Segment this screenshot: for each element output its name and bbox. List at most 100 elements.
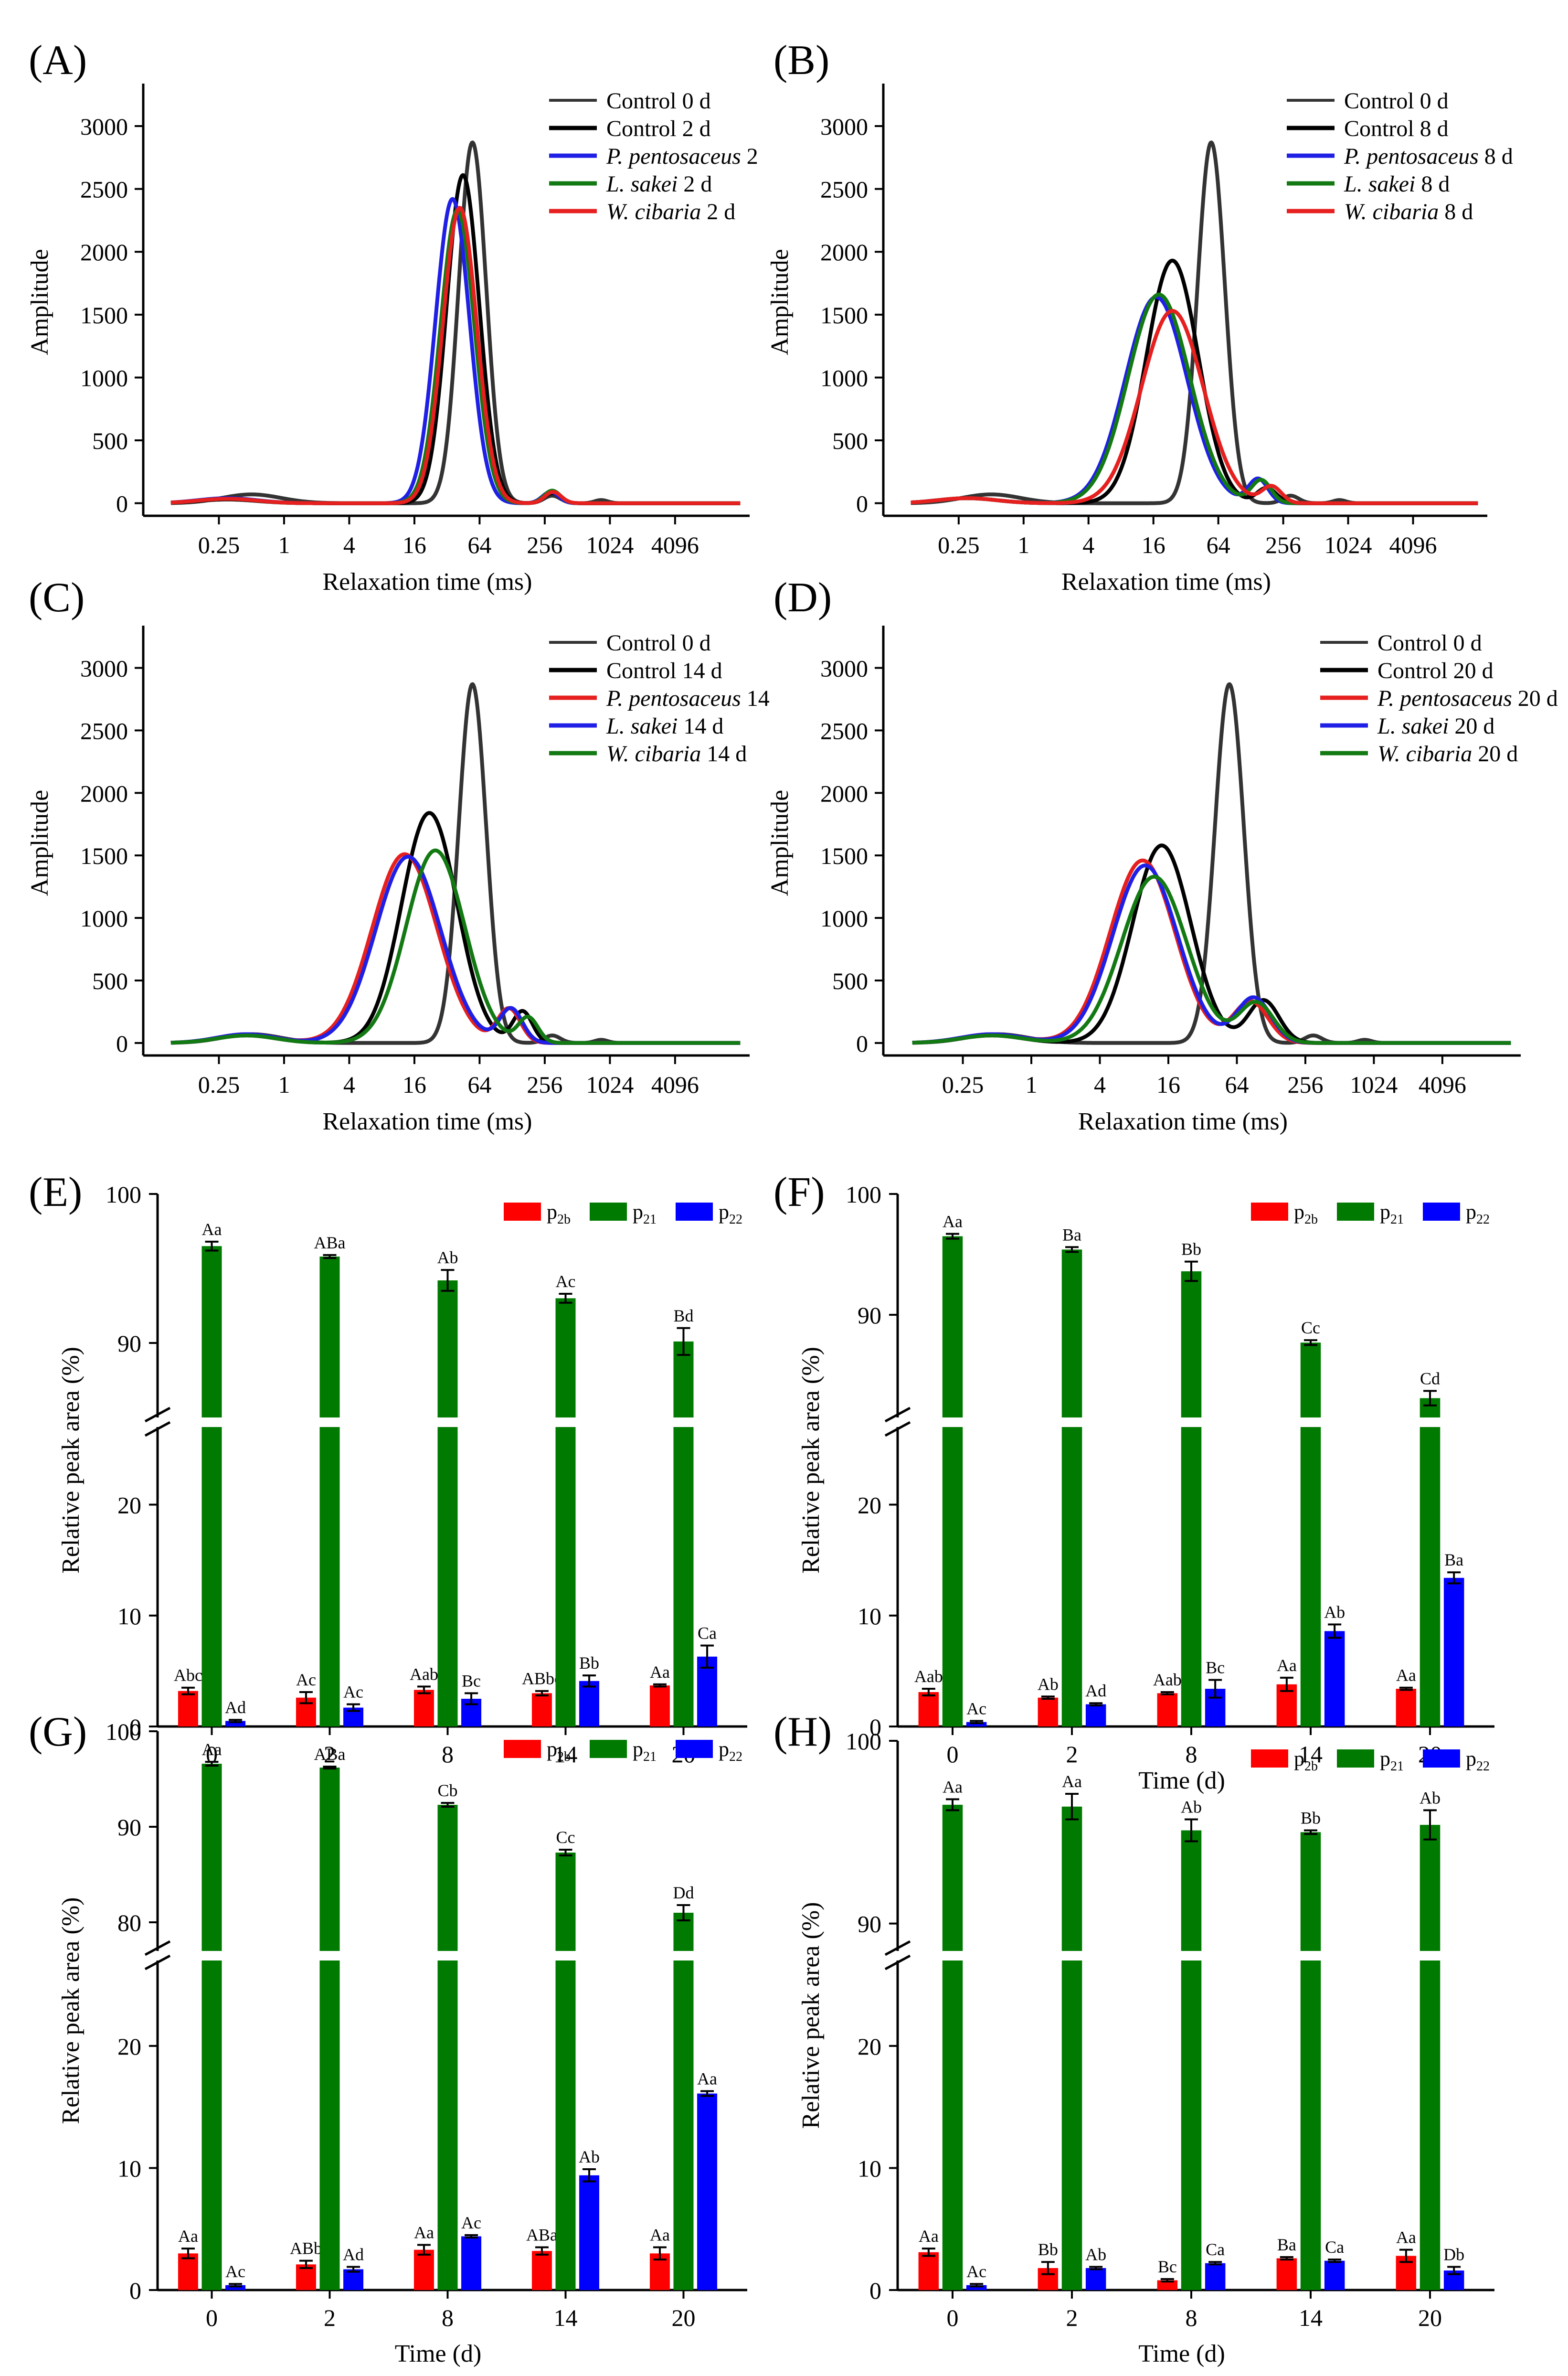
x-tick-label: 0 bbox=[206, 2304, 218, 2331]
x-tick-label: 16 bbox=[1156, 1071, 1180, 1098]
y-tick-label: 1000 bbox=[80, 364, 128, 391]
x-tick-label: 64 bbox=[1207, 532, 1230, 558]
y-tick-label: 0 bbox=[129, 1714, 141, 1740]
bar bbox=[649, 1685, 670, 1726]
bar bbox=[225, 2285, 246, 2290]
legend-rest: 8 d bbox=[1479, 144, 1513, 169]
y-tick-label: 0 bbox=[116, 490, 128, 517]
x-tick-label: 0 bbox=[947, 2304, 959, 2331]
bar bbox=[461, 2236, 482, 2290]
y-tick-label: 10 bbox=[117, 2155, 141, 2182]
bar bbox=[918, 2252, 939, 2290]
bar bbox=[1061, 1960, 1082, 2290]
data-label: Aa bbox=[943, 1777, 963, 1796]
x-tick-label: 20 bbox=[1418, 2304, 1442, 2331]
bar bbox=[201, 1246, 222, 1417]
legend-entry: W. cibaria 14 d bbox=[606, 741, 747, 767]
data-label: Bc bbox=[1158, 2257, 1177, 2276]
bar bbox=[201, 1427, 222, 1726]
y-tick-label: 90 bbox=[117, 1814, 141, 1841]
legend-rest: 14 bbox=[741, 686, 770, 711]
legend-entry: Control 14 d bbox=[606, 658, 722, 683]
data-label: Ad bbox=[343, 2245, 364, 2264]
bar bbox=[1324, 1631, 1345, 1726]
x-tick-label: 0.25 bbox=[938, 532, 980, 558]
x-tick-label: 16 bbox=[403, 1071, 426, 1098]
legend-rest: 20 d bbox=[1449, 714, 1494, 739]
x-tick-label: 4096 bbox=[651, 532, 699, 558]
y-axis-label: Amplitude bbox=[26, 249, 53, 355]
bar bbox=[413, 2249, 434, 2290]
legend-entry: W. cibaria 8 d bbox=[1344, 199, 1473, 224]
legend-entry: p2b bbox=[1294, 1747, 1318, 1774]
panel-label: (A) bbox=[29, 37, 87, 84]
x-tick-label: 4 bbox=[343, 532, 355, 558]
y-tick-label: 2500 bbox=[80, 717, 128, 744]
bar bbox=[1420, 1825, 1441, 1951]
bar bbox=[1038, 1697, 1059, 1726]
legend-base: p bbox=[1466, 1200, 1476, 1224]
data-label: Aa bbox=[414, 2223, 434, 2242]
legend-italic: W. cibaria bbox=[606, 199, 701, 224]
data-label: Aa bbox=[697, 2069, 717, 2088]
y-tick-label: 80 bbox=[117, 1909, 141, 1936]
bar bbox=[1181, 1830, 1202, 1951]
legend-entry: P. pentosaceus 14 bbox=[606, 686, 770, 711]
y-axis-label: Relative peak area (%) bbox=[797, 1902, 825, 2129]
x-tick-label: 4096 bbox=[651, 1071, 699, 1098]
legend-entry: W. cibaria 20 d bbox=[1377, 741, 1518, 767]
y-tick-label: 90 bbox=[117, 1330, 141, 1357]
bar bbox=[437, 1805, 458, 1951]
bar bbox=[201, 1960, 222, 2290]
bar bbox=[1300, 1342, 1321, 1417]
legend-italic: P. pentosaceus bbox=[606, 144, 741, 169]
bar bbox=[1181, 1427, 1202, 1726]
legend-entry: Control 0 d bbox=[1344, 88, 1449, 114]
legend-entry: p21 bbox=[633, 1737, 657, 1764]
x-tick-label: 64 bbox=[1225, 1071, 1249, 1098]
bar bbox=[1061, 1249, 1082, 1417]
axis-break-mark bbox=[144, 1421, 171, 1437]
legend-rest: 2 d bbox=[678, 171, 712, 197]
legend-base: p bbox=[719, 1737, 729, 1761]
legend-swatch bbox=[590, 1740, 627, 1758]
bar bbox=[437, 1280, 458, 1417]
data-label: Bc bbox=[1206, 1658, 1225, 1677]
bar bbox=[555, 1853, 576, 1951]
legend-rest: 20 d bbox=[1512, 686, 1558, 711]
x-tick-label: 14 bbox=[554, 1741, 578, 1768]
data-label: Aa bbox=[943, 1212, 963, 1231]
legend-sub: 21 bbox=[1390, 1759, 1404, 1774]
bar bbox=[178, 2253, 198, 2290]
y-axis-label: Relative peak area (%) bbox=[57, 1897, 85, 2124]
panel-a: (A) 0 500 1000 1500 2000 2500 3000 0.25 1 4 16 64 256… bbox=[26, 37, 758, 596]
data-label: Bb bbox=[579, 1653, 599, 1673]
legend-entry: P. pentosaceus 20 d bbox=[1377, 686, 1558, 711]
bar bbox=[437, 1960, 458, 2290]
data-label: Ab bbox=[1038, 1674, 1059, 1694]
panel-label: (C) bbox=[29, 575, 85, 621]
x-axis-label: Time (d) bbox=[395, 2340, 482, 2367]
bar bbox=[201, 1764, 222, 1951]
bar bbox=[319, 1257, 340, 1417]
legend-sub: 22 bbox=[1476, 1759, 1490, 1774]
y-tick-label: 0 bbox=[869, 2277, 881, 2304]
data-label: Ab bbox=[1085, 2245, 1106, 2264]
y-tick-label: 100 bbox=[106, 1718, 141, 1745]
y-tick-label: 1000 bbox=[820, 905, 868, 932]
series-line-1 bbox=[910, 258, 1479, 505]
x-tick-label: 8 bbox=[442, 2304, 454, 2331]
bar bbox=[1157, 1693, 1178, 1726]
y-tick-label: 20 bbox=[117, 1492, 141, 1519]
bar bbox=[1396, 1689, 1417, 1726]
legend-swatch bbox=[504, 1203, 541, 1221]
bar bbox=[673, 1960, 694, 2290]
data-label: Aa bbox=[178, 2227, 198, 2246]
x-tick-label: 4096 bbox=[1419, 1071, 1466, 1098]
bar bbox=[1324, 2260, 1345, 2290]
x-tick-label: 16 bbox=[403, 532, 426, 558]
y-tick-label: 3000 bbox=[820, 113, 868, 140]
data-label: Ca bbox=[1325, 2237, 1344, 2257]
legend-entry: p21 bbox=[1380, 1747, 1404, 1774]
x-tick-label: 1024 bbox=[1324, 532, 1372, 558]
